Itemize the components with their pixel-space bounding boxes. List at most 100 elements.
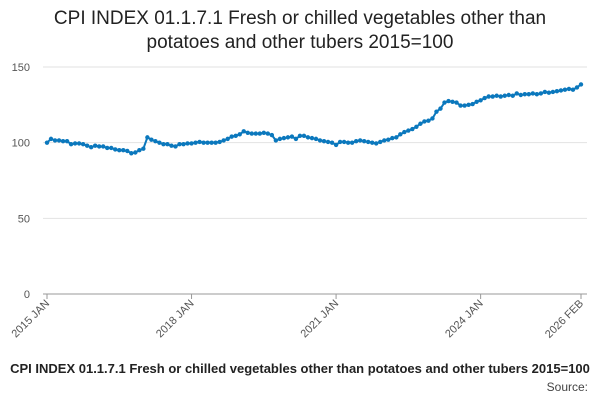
point <box>48 136 54 142</box>
point <box>181 141 186 147</box>
point <box>530 91 536 96</box>
point <box>490 94 495 99</box>
point <box>161 141 166 147</box>
point <box>173 144 178 149</box>
point <box>245 130 250 136</box>
point <box>325 139 331 145</box>
point <box>570 87 576 92</box>
point <box>526 92 532 97</box>
point <box>88 145 94 150</box>
point <box>546 90 552 95</box>
point <box>233 133 238 139</box>
point <box>313 136 319 142</box>
point <box>398 132 403 137</box>
point <box>345 140 351 145</box>
point <box>285 135 291 140</box>
point <box>442 100 447 105</box>
point <box>229 134 234 139</box>
x-tick-label: 2018 JAN <box>154 298 197 341</box>
point <box>446 98 451 104</box>
point <box>105 145 110 151</box>
point <box>466 102 471 108</box>
point <box>44 140 50 145</box>
point <box>121 148 126 153</box>
point <box>538 91 544 96</box>
point <box>273 138 279 143</box>
point <box>329 140 335 145</box>
point <box>125 148 130 154</box>
point <box>241 129 246 134</box>
point <box>76 141 82 146</box>
point <box>145 135 150 140</box>
point <box>157 140 162 145</box>
x-tick-label: 2021 JAN <box>299 298 342 341</box>
point <box>68 141 74 147</box>
point <box>301 133 307 139</box>
point <box>353 138 359 144</box>
point <box>510 93 515 98</box>
point <box>129 151 134 156</box>
point <box>305 135 311 140</box>
point <box>341 139 347 145</box>
point <box>337 139 343 145</box>
point <box>518 92 523 98</box>
point <box>193 140 198 145</box>
point <box>566 86 572 92</box>
point <box>450 99 455 105</box>
point <box>430 116 435 121</box>
x-tick-label: 2015 JAN <box>9 298 52 341</box>
point <box>253 131 258 136</box>
point <box>185 141 190 146</box>
point <box>133 150 138 155</box>
point <box>402 129 407 135</box>
point <box>418 121 423 126</box>
point <box>378 139 383 145</box>
y-tick-label: 150 <box>12 62 30 74</box>
point <box>494 93 499 98</box>
point <box>201 140 206 145</box>
point <box>221 138 226 143</box>
point <box>281 135 287 141</box>
point <box>390 135 395 141</box>
point <box>141 146 146 151</box>
point <box>386 137 391 142</box>
point <box>366 139 371 145</box>
point <box>542 89 548 95</box>
point <box>394 135 399 140</box>
point <box>578 82 584 87</box>
point <box>137 148 142 153</box>
point <box>92 143 98 148</box>
point <box>434 109 439 114</box>
point <box>474 99 479 105</box>
point <box>225 136 230 142</box>
point <box>470 101 475 107</box>
point <box>514 91 519 96</box>
point <box>249 131 254 136</box>
point <box>297 133 303 139</box>
point <box>534 92 540 97</box>
point <box>60 138 66 144</box>
point <box>101 144 106 149</box>
point <box>117 148 122 153</box>
point <box>165 141 170 147</box>
source: Source: <box>547 380 588 394</box>
point <box>506 92 511 98</box>
point <box>574 85 580 90</box>
point <box>317 138 323 143</box>
point <box>406 128 411 133</box>
x-tick-label: 2024 JAN <box>443 298 486 341</box>
point <box>52 138 58 143</box>
point <box>438 106 443 111</box>
point <box>265 131 271 136</box>
caption: CPI INDEX 01.1.7.1 Fresh or chilled vege… <box>10 361 590 376</box>
point <box>205 140 210 145</box>
point <box>562 87 568 92</box>
point <box>72 141 78 146</box>
point <box>149 137 154 142</box>
point <box>169 143 174 148</box>
point <box>56 138 62 143</box>
point <box>422 119 427 124</box>
point <box>550 89 556 95</box>
point <box>80 141 86 147</box>
point <box>458 103 463 108</box>
